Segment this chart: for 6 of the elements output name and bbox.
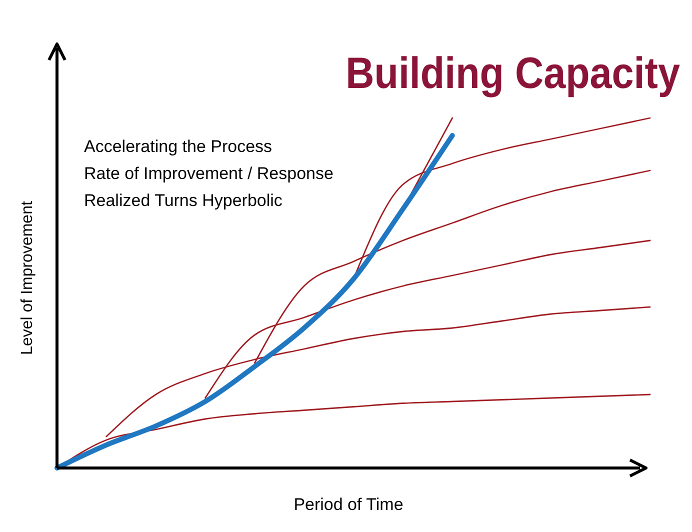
chart-title: Building Capacity bbox=[346, 48, 681, 98]
annotation: Accelerating the Process bbox=[84, 137, 272, 156]
y-axis-title: Level of Improvement bbox=[19, 200, 36, 355]
annotation: Realized Turns Hyperbolic bbox=[84, 191, 283, 210]
x-axis-title: Period of Time bbox=[294, 495, 404, 514]
annotation: Rate of Improvement / Response bbox=[84, 164, 334, 183]
